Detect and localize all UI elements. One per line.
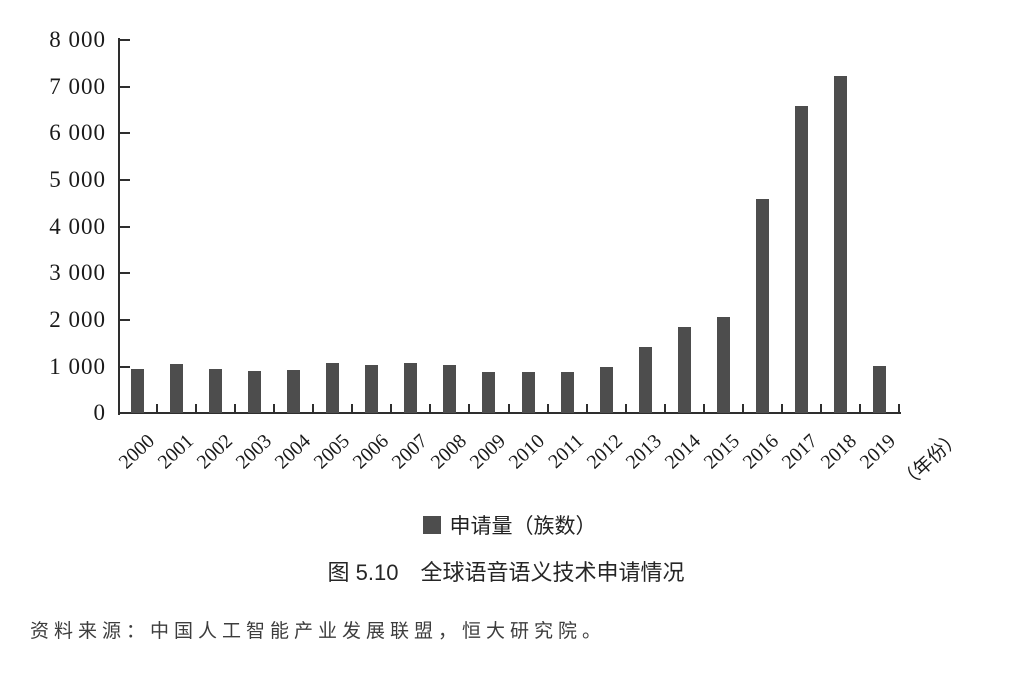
bar-2013 [638,346,652,414]
y-tick-label: 2 000 [49,306,106,332]
x-tick-label: 2019 [856,430,901,474]
x-tick [429,404,432,413]
bar-2008 [443,364,457,414]
x-tick-label: 2002 [192,430,237,474]
x-tick [702,404,705,413]
x-tick [780,404,783,413]
bar-2010 [521,371,535,414]
bar-2006 [365,365,379,414]
bar-2016 [755,199,769,414]
x-tick [351,404,354,413]
x-tick-label: 2003 [231,430,276,474]
x-tick-label: 2006 [348,430,393,474]
x-tick-label: 2000 [114,430,159,474]
bar-2014 [677,326,691,414]
bar-2015 [716,316,730,414]
bar-2002 [209,368,223,414]
bar-2004 [287,370,301,414]
y-tick-label: 6 000 [49,120,106,146]
y-tick-label: 8 000 [49,27,106,52]
x-tick-label: 2013 [621,430,667,474]
x-tick [156,404,159,413]
x-tick [234,404,237,413]
x-tick [468,404,471,413]
bar-2009 [482,371,496,414]
x-tick [741,404,744,413]
x-tick [546,404,549,413]
bar-2012 [599,367,613,414]
bar-2007 [404,362,418,414]
bar-2019 [872,366,886,414]
x-tick-label: 2016 [739,430,784,474]
chart-caption: 图 5.10 全球语音语义技术申请情况 [327,560,685,585]
x-tick-label: 2014 [660,430,706,474]
y-tick [120,39,130,41]
y-tick [120,225,130,228]
x-tick [898,404,900,413]
x-tick-label: 2012 [582,430,628,474]
bar-2017 [794,105,808,414]
x-axis-line [118,412,901,415]
y-tick [120,132,130,135]
y-tick [120,272,130,275]
x-tick [858,404,861,413]
x-tick-label: 2008 [426,430,471,474]
y-tick-label: 3 000 [49,260,106,286]
y-tick [120,178,130,181]
x-tick [585,404,588,413]
legend-label: 申请量（族数） [449,515,597,538]
x-tick [390,404,393,413]
x-tick [312,404,315,413]
x-tick-label: 2017 [778,430,823,474]
x-tick-label: 2007 [387,430,432,474]
y-tick-label: 1 000 [49,353,106,379]
x-tick [507,404,510,413]
x-tick-label: 2005 [309,430,354,474]
y-tick [120,365,130,368]
x-tick-label: 2015 [700,430,745,474]
bar-2005 [326,363,340,414]
y-tick-label: 0 [93,400,106,426]
legend: 申请量（族数） [118,510,901,540]
x-tick-label: 2011 [544,430,589,473]
y-axis-line [118,38,120,416]
x-tick-label: 2010 [504,430,550,474]
x-tick-label: 2018 [817,430,862,474]
legend-swatch-icon [422,516,441,534]
bar-2000 [131,369,145,414]
bar-2001 [170,364,184,414]
x-tick [624,404,627,413]
y-tick-label: 7 000 [49,73,106,99]
y-tick-label: 5 000 [49,166,106,192]
y-tick [120,318,130,321]
x-tick [819,404,822,413]
x-tick [663,404,666,413]
source-note: 资料来源：中国人工智能产业发展联盟，恒大研究院。 [30,621,607,642]
x-axis-unit-label: （年份） [895,426,966,494]
bar-2003 [248,370,262,414]
x-tick [195,404,198,413]
y-tick-label: 4 000 [49,213,106,239]
x-tick-label: 2009 [465,430,510,474]
x-tick [273,404,276,413]
bar-2018 [833,75,847,414]
bar-2011 [560,371,574,414]
x-tick-label: 2004 [270,430,315,474]
x-tick-label: 2001 [153,430,198,474]
y-tick [120,85,130,88]
